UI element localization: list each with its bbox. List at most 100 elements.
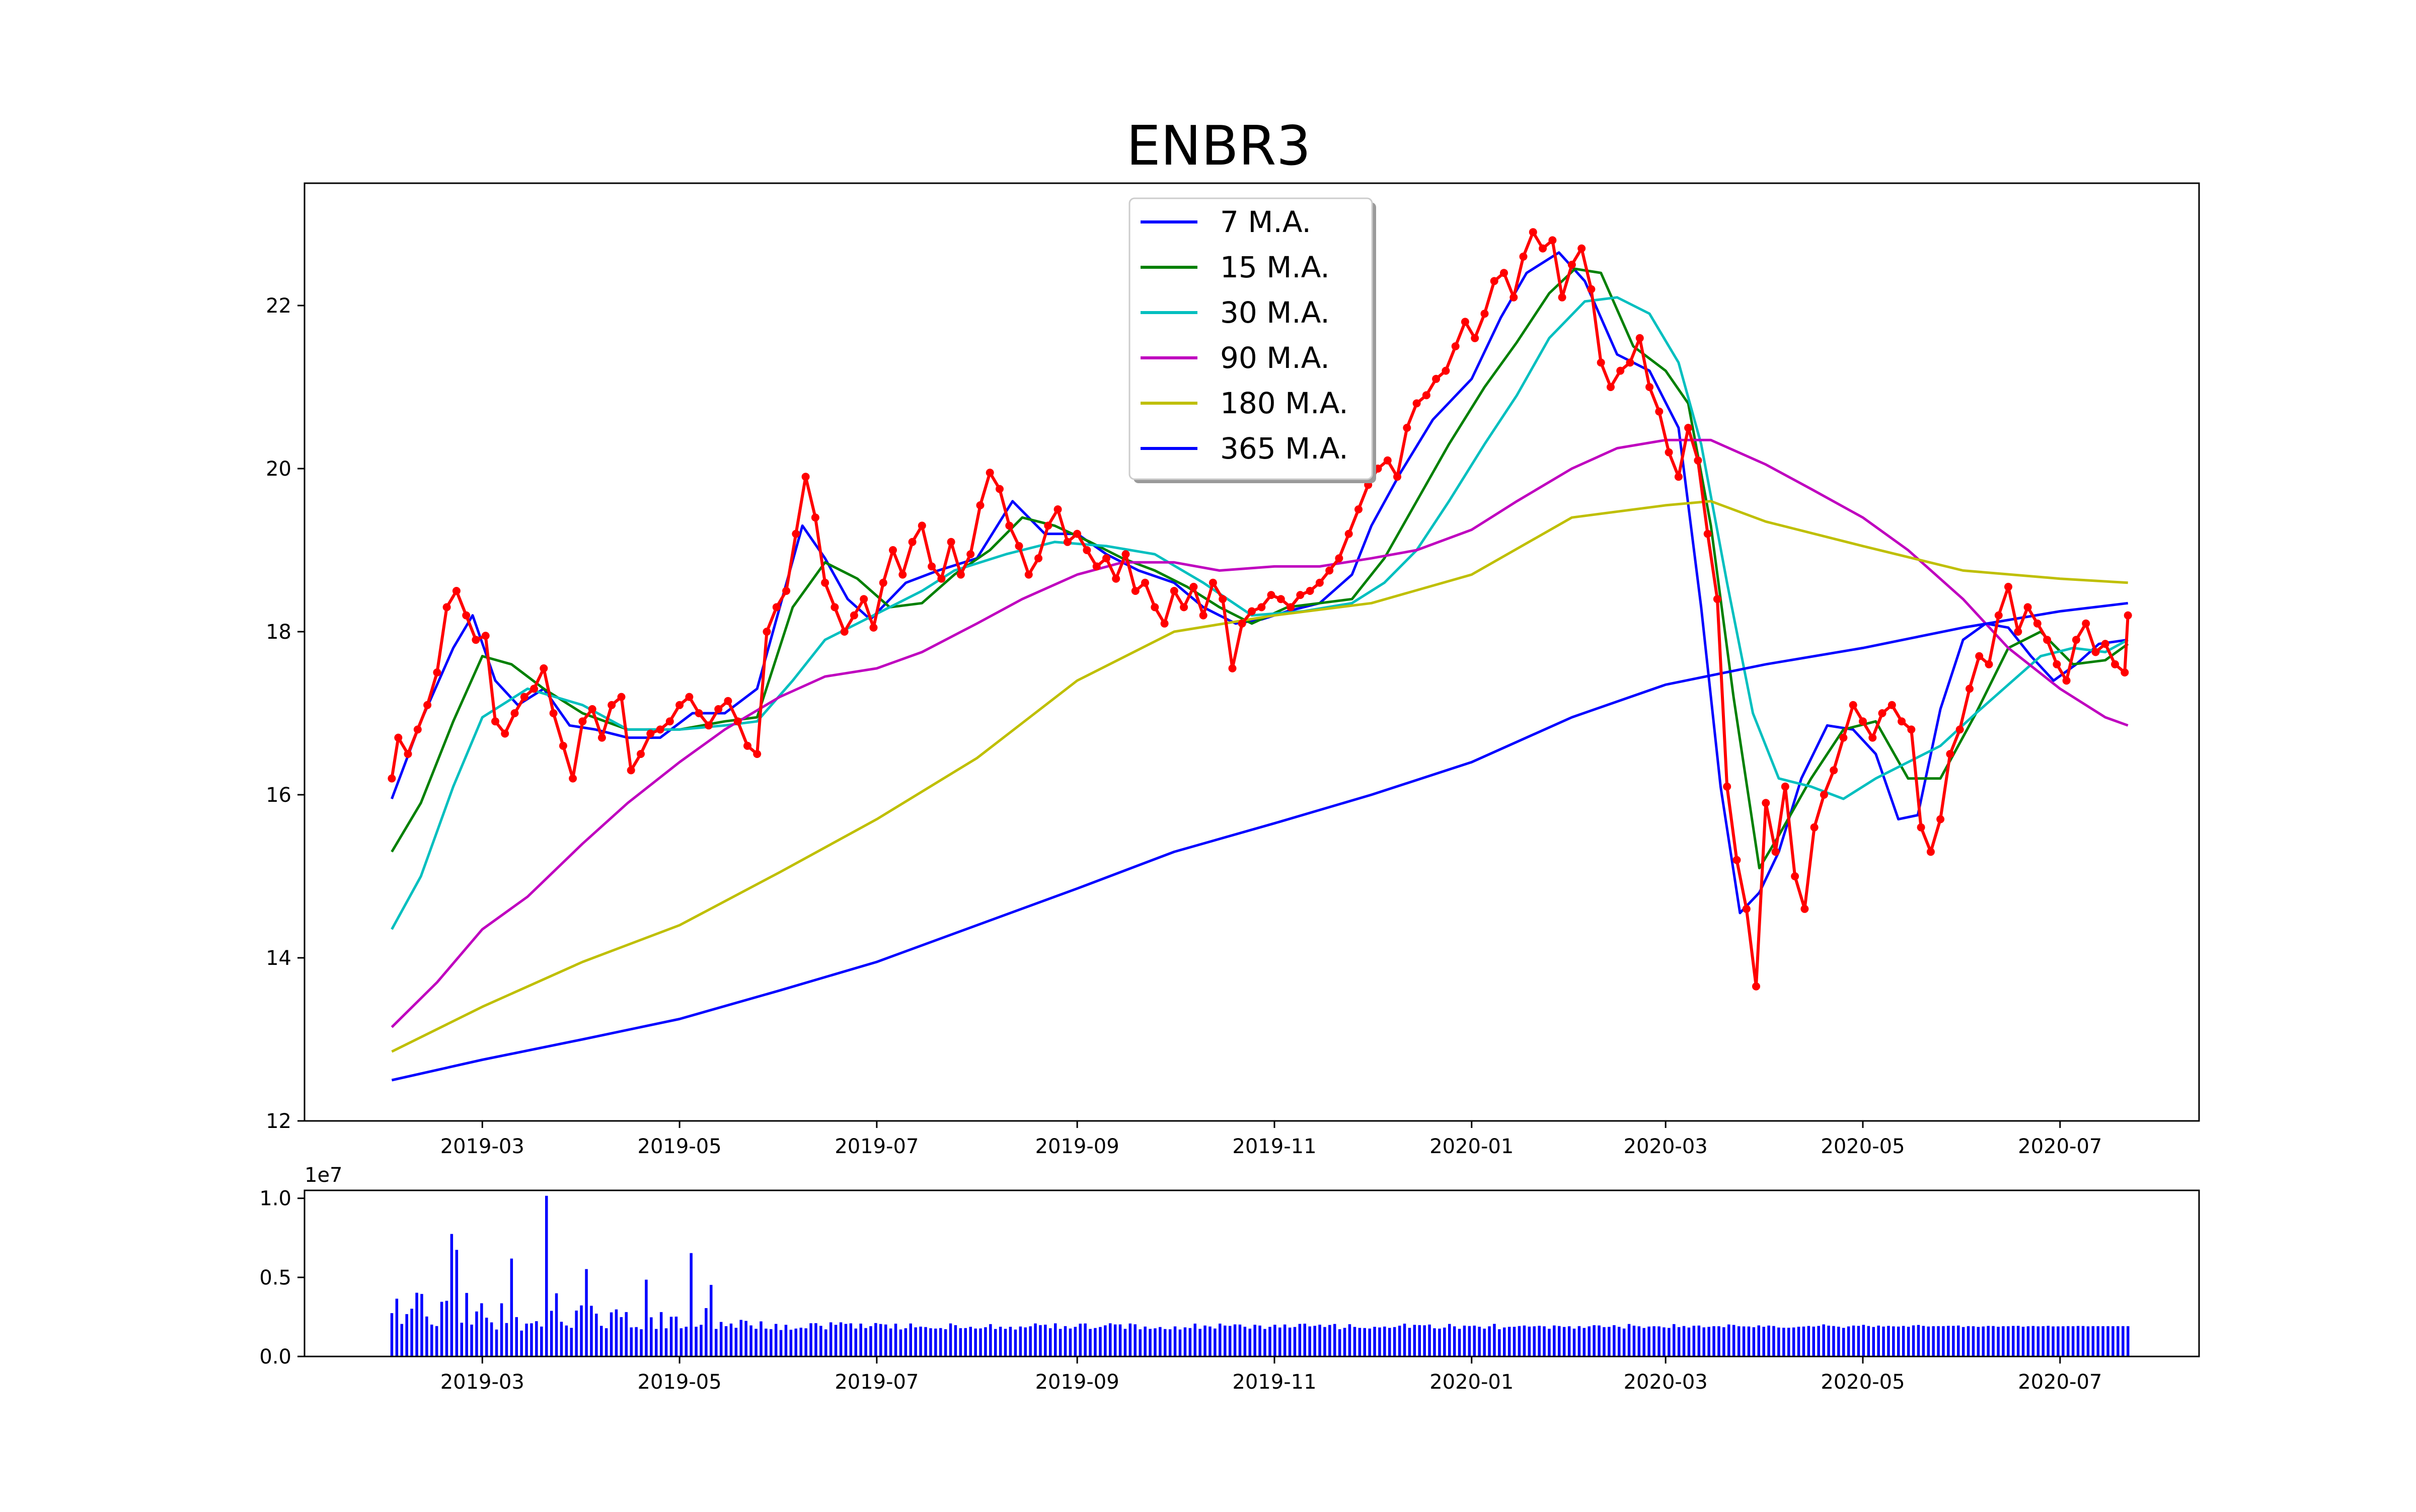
volume-bar: [1862, 1325, 1865, 1356]
volume-bar: [1233, 1324, 1237, 1356]
price-point: [1577, 244, 1586, 253]
volume-bar: [1668, 1328, 1671, 1356]
volume-bar: [1214, 1328, 1217, 1356]
volume-bar: [1388, 1328, 1391, 1356]
price-point: [1839, 733, 1848, 742]
price-point: [1849, 701, 1857, 709]
volume-bar: [1034, 1323, 1037, 1356]
volume-bar: [774, 1324, 778, 1356]
volume-bar: [659, 1312, 663, 1356]
volume-x-tick-label: 2019-03: [440, 1371, 524, 1394]
volume-bar: [729, 1323, 733, 1356]
price-point: [1587, 285, 1596, 293]
volume-bar: [2076, 1326, 2080, 1356]
volume-bar: [859, 1323, 862, 1356]
price-point: [1907, 725, 1916, 734]
volume-bar: [1593, 1325, 1596, 1356]
volume-bar: [420, 1294, 423, 1356]
volume-bar: [2047, 1326, 2050, 1356]
price-point: [2072, 636, 2080, 644]
volume-bar: [1348, 1324, 1351, 1356]
volume-bar: [1673, 1324, 1676, 1356]
volume-bar: [994, 1329, 997, 1356]
volume-bar: [1258, 1325, 1261, 1356]
x-tick-label: 2019-07: [835, 1135, 919, 1158]
series-line-4: [391, 500, 2128, 1053]
price-point: [1248, 607, 1256, 616]
volume-bar: [1702, 1327, 1705, 1356]
price-point: [695, 709, 703, 717]
price-point: [1422, 391, 1430, 400]
price-point: [1985, 660, 1993, 668]
volume-bar: [535, 1321, 538, 1356]
price-point: [1616, 366, 1625, 375]
price-point: [520, 693, 528, 701]
volume-bar: [744, 1321, 747, 1356]
volume-bar: [1059, 1329, 1062, 1356]
price-point: [1121, 550, 1130, 559]
volume-bar: [1977, 1327, 1980, 1356]
price-point: [1509, 293, 1518, 301]
price-point: [1287, 603, 1295, 612]
volume-bar: [1787, 1327, 1790, 1356]
volume-bar: [944, 1329, 947, 1356]
price-point: [2014, 628, 2022, 636]
volume-bar: [1203, 1325, 1206, 1356]
volume-bar: [1154, 1328, 1157, 1356]
volume-bar: [615, 1309, 618, 1356]
volume-bar: [2057, 1326, 2060, 1356]
volume-bar: [1308, 1326, 1311, 1356]
price-point: [1859, 717, 1867, 726]
volume-bar: [1164, 1329, 1167, 1356]
price-point: [1723, 782, 1731, 791]
price-point: [1063, 538, 1072, 546]
price-point: [928, 562, 936, 571]
volume-bar: [1992, 1326, 1995, 1356]
price-point: [578, 717, 587, 726]
price-point: [850, 611, 858, 620]
price-point: [704, 721, 713, 730]
volume-bar: [425, 1316, 428, 1356]
price-point: [442, 603, 451, 612]
price-point: [869, 623, 878, 632]
price-point: [1296, 591, 1305, 599]
volume-bar: [1253, 1324, 1256, 1356]
volume-bar: [1917, 1325, 1920, 1356]
price-point: [530, 685, 538, 693]
price-point: [908, 538, 917, 546]
price-point: [1490, 277, 1498, 285]
volume-bar: [1952, 1326, 1955, 1356]
price-point: [1442, 366, 1450, 375]
volume-bar: [1493, 1324, 1496, 1356]
price-point: [2101, 640, 2109, 648]
legend-label: 180 M.A.: [1220, 386, 1348, 420]
volume-bar: [2026, 1326, 2030, 1356]
price-point: [394, 733, 403, 742]
price-point: [1771, 848, 1780, 856]
price-point: [1519, 252, 1528, 261]
volume-bar: [1957, 1325, 1960, 1356]
price-point: [1432, 374, 1441, 383]
price-point: [2091, 648, 2100, 656]
volume-bar: [1219, 1323, 1222, 1356]
price-point: [656, 725, 664, 734]
price-point: [675, 701, 684, 709]
price-point: [879, 578, 887, 587]
price-point: [413, 725, 422, 734]
volume-bar: [794, 1328, 797, 1356]
volume-bar: [1488, 1326, 1491, 1356]
volume-bar: [1188, 1328, 1192, 1356]
volume-bar: [450, 1234, 454, 1356]
volume-bar: [979, 1328, 982, 1356]
legend-label: 365 M.A.: [1220, 431, 1348, 466]
price-point: [491, 717, 499, 726]
volume-x-tick-label: 2020-07: [2018, 1371, 2102, 1394]
price-point: [918, 521, 926, 530]
volume-bar: [1687, 1327, 1691, 1356]
volume-bar: [1613, 1325, 1616, 1356]
volume-bar: [1892, 1326, 1895, 1356]
price-point: [1558, 293, 1566, 301]
volume-bar: [1663, 1327, 1666, 1356]
volume-bar: [1997, 1326, 2000, 1356]
x-tick-label: 2019-05: [638, 1135, 722, 1158]
